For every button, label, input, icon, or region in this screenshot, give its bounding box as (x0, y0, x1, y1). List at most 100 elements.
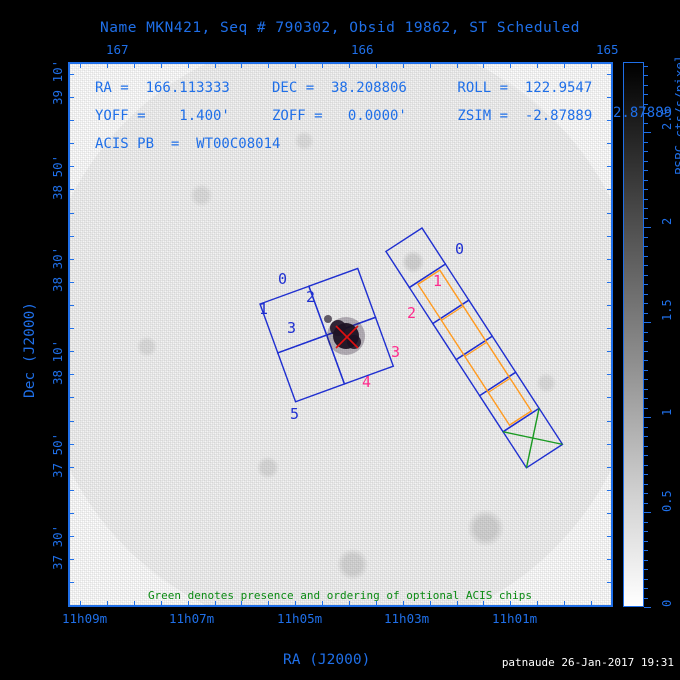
tick (68, 397, 74, 398)
colorbar-tick (644, 531, 648, 532)
colorbar-tick (644, 588, 648, 589)
tick (68, 374, 74, 375)
tick (295, 601, 296, 607)
tick (430, 601, 431, 607)
tick (607, 120, 613, 121)
colorbar-tick (644, 66, 648, 67)
colorbar-tick (644, 436, 648, 437)
colorbar-tick (644, 607, 651, 608)
x-axis-title: RA (J2000) (283, 652, 371, 668)
tick (68, 536, 74, 537)
y-tick-label-38-50: 38 50' (50, 154, 65, 200)
colorbar-tick (644, 227, 651, 228)
tick (510, 62, 511, 68)
colorbar-tick (644, 446, 648, 447)
tick (68, 421, 74, 422)
tick (188, 601, 189, 607)
acis-s-chip-label-5: 5 (290, 405, 299, 423)
colorbar-tick (644, 123, 648, 124)
colorbar-tick (644, 94, 648, 95)
colorbar-tick-label-0.5: 0.5 (660, 490, 674, 512)
tick (607, 97, 613, 98)
tick (241, 601, 242, 607)
tick (68, 328, 74, 329)
tick (607, 259, 613, 260)
colorbar-tick (644, 541, 648, 542)
tick (68, 513, 74, 514)
tick (591, 601, 592, 607)
tick (134, 601, 135, 607)
acis-i-chip-label-0: 0 (278, 270, 287, 288)
param-line-offsets: YOFF = 1.400' ZOFF = 0.0000' ZSIM = -2.8… (95, 108, 593, 124)
colorbar-tick (644, 455, 648, 456)
colorbar-title: PSPC cts/s/pixel (672, 54, 680, 175)
tick (68, 282, 74, 283)
tick (68, 351, 74, 352)
tick (80, 601, 81, 607)
colorbar-tick (644, 180, 648, 181)
tick (403, 601, 404, 607)
acis-i-array (259, 267, 395, 403)
tick (68, 236, 74, 237)
colorbar-tick (644, 161, 648, 162)
colorbar-tick (644, 351, 648, 352)
tick (68, 444, 74, 445)
colorbar-tick (644, 560, 648, 561)
colorbar-tick (644, 256, 648, 257)
colorbar-tick (644, 322, 651, 323)
acis-s-chip-label-4: 4 (362, 373, 371, 391)
colorbar-tick (644, 294, 648, 295)
acis-i-chip-label-1: 1 (259, 300, 268, 318)
tick (215, 601, 216, 607)
colorbar-tick-label-1.5: 1.5 (660, 299, 674, 321)
tick (564, 601, 565, 607)
colorbar-tick (644, 465, 648, 466)
tick (607, 74, 613, 75)
tick (607, 605, 613, 606)
x-tick-label-11h07m: 11h07m (169, 611, 215, 626)
tick (457, 62, 458, 68)
colorbar-tick (644, 75, 648, 76)
colorbar-tick (644, 170, 648, 171)
tick (68, 120, 74, 121)
acis-s-chip-label-2: 2 (407, 304, 416, 322)
x-tick-label-11h09m: 11h09m (62, 611, 108, 626)
tick (607, 444, 613, 445)
acis-s-chip-label-3: 3 (391, 343, 400, 361)
colorbar-tick (644, 246, 648, 247)
tick (607, 397, 613, 398)
colorbar-tick-label-2: 2 (660, 217, 674, 225)
tick (607, 467, 613, 468)
tick (68, 259, 74, 260)
tick (510, 601, 511, 607)
y-tick-label-37-30: 37 30' (50, 524, 65, 570)
tick (376, 601, 377, 607)
sky-image (70, 64, 611, 605)
colorbar-tick (644, 484, 648, 485)
tick (68, 582, 74, 583)
tick (268, 601, 269, 607)
colorbar-tick (644, 275, 648, 276)
tick (607, 305, 613, 306)
optional-chip-marker (502, 408, 563, 468)
tick (349, 62, 350, 68)
acis-subarray-window (417, 269, 533, 427)
y-tick-label-38-30: 38 30' (50, 246, 65, 292)
colorbar-tick (644, 104, 648, 105)
tick (537, 601, 538, 607)
colorbar-tick (644, 569, 648, 570)
tick (457, 601, 458, 607)
colorbar-tick (644, 218, 648, 219)
acis-i-chip-label-3: 3 (287, 319, 296, 337)
colorbar-tick (644, 303, 648, 304)
tick (80, 62, 81, 68)
acis-s-chip-label-1: 1 (433, 272, 442, 290)
tick (607, 421, 613, 422)
colorbar-tick (644, 208, 648, 209)
colorbar-tick (644, 151, 648, 152)
tick (607, 236, 613, 237)
colorbar-tick (644, 237, 648, 238)
tick (537, 62, 538, 68)
page-title: Name MKN421, Seq # 790302, Obsid 19862, … (100, 20, 580, 36)
colorbar-tick (644, 341, 648, 342)
